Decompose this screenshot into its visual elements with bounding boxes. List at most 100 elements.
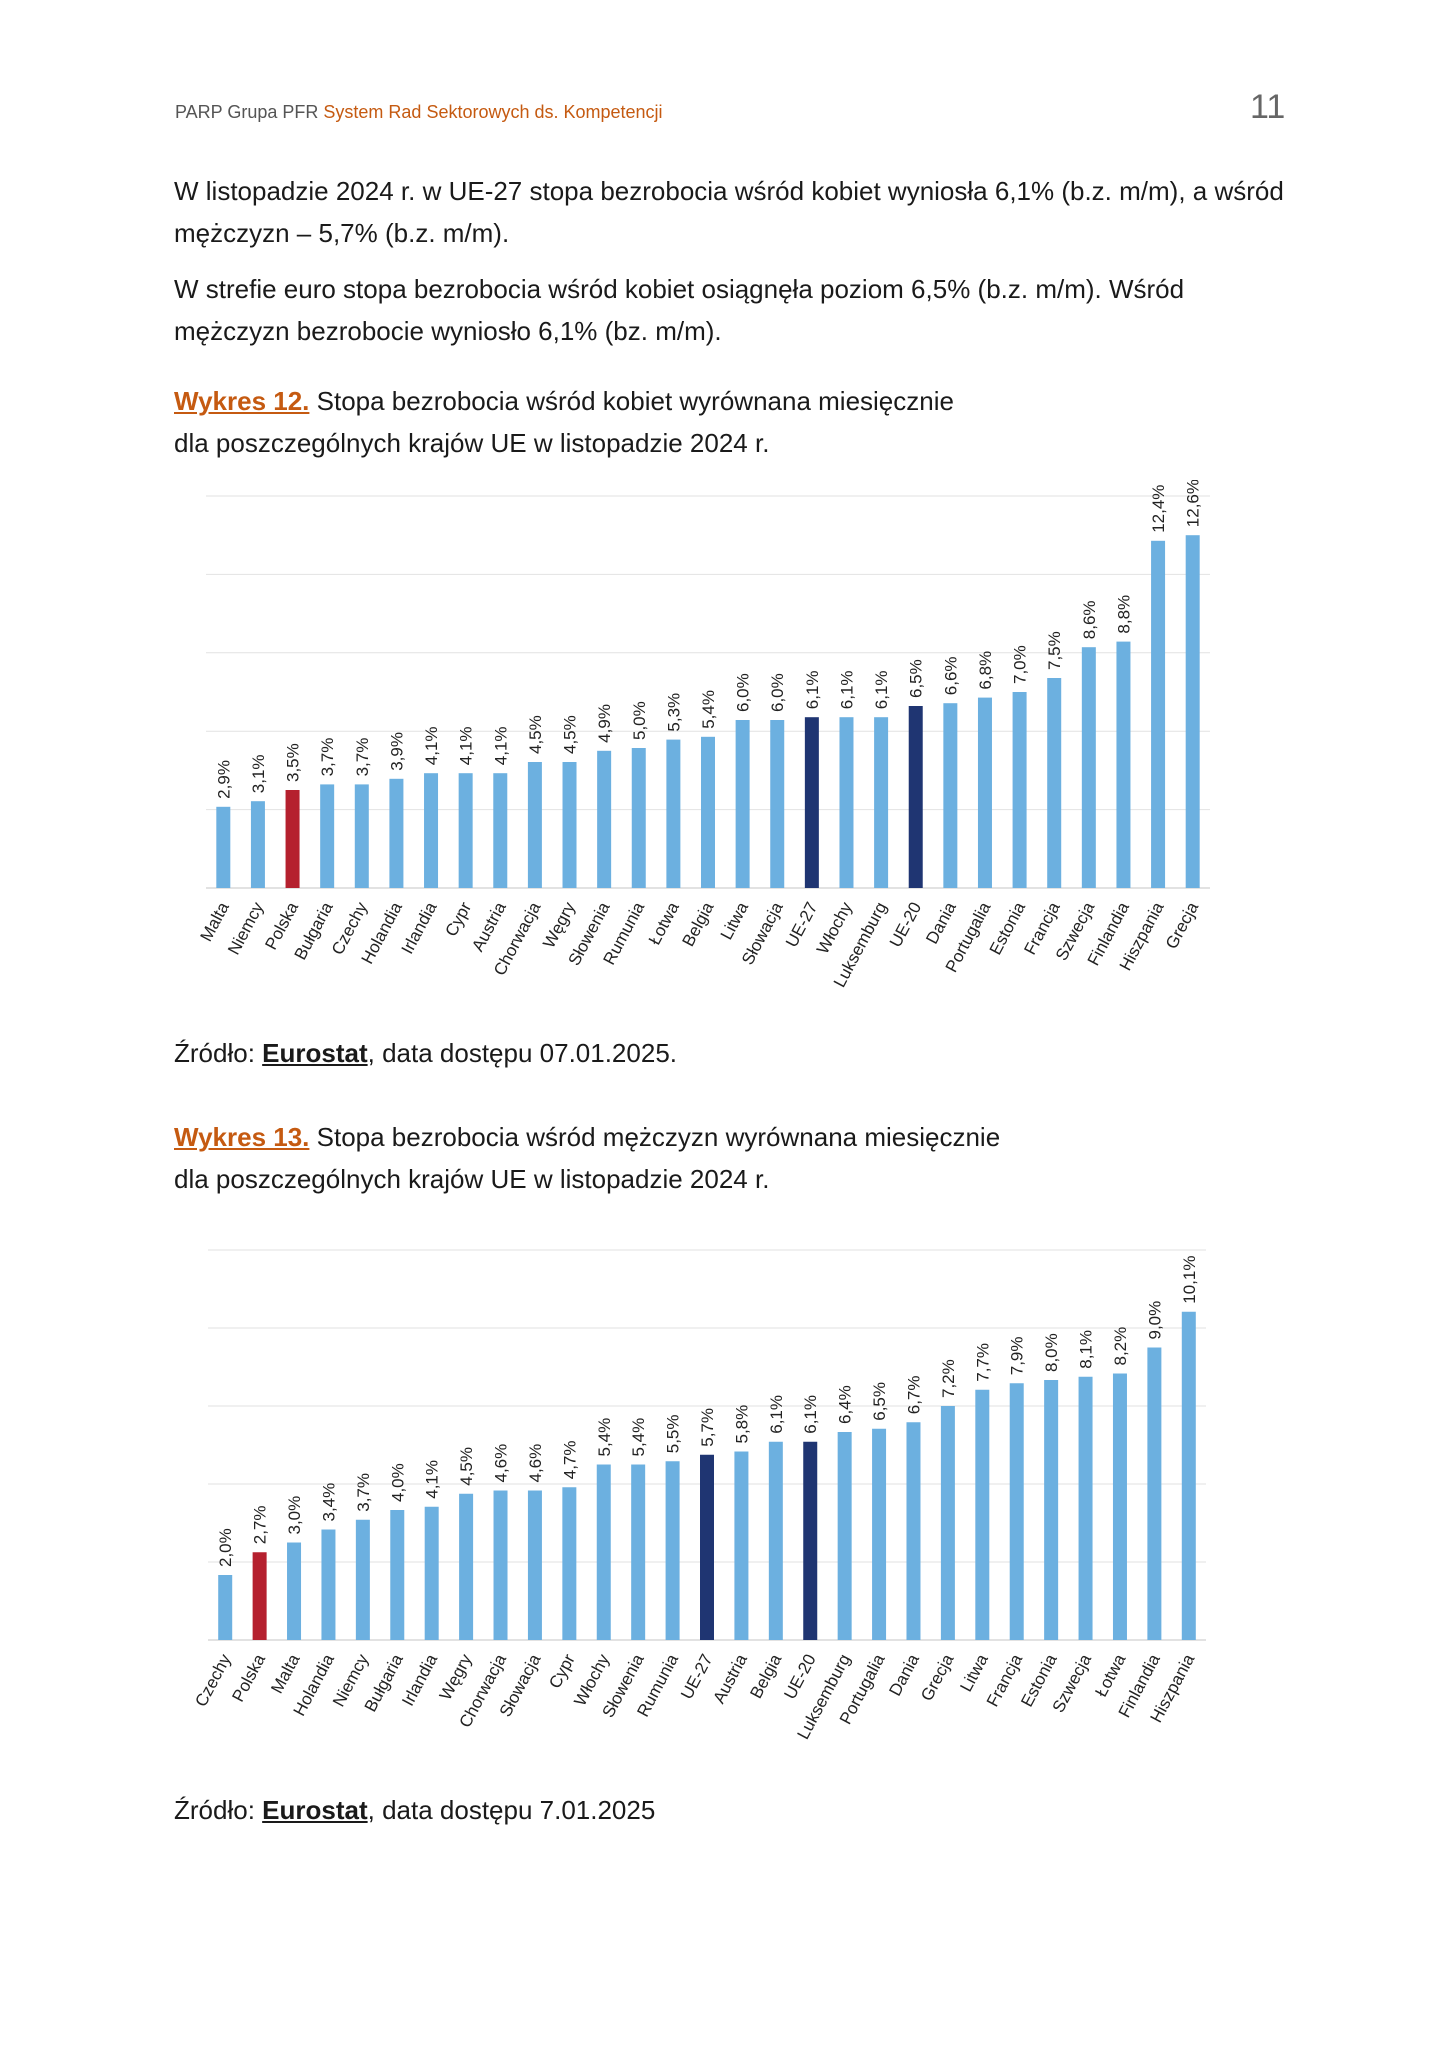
header-org: PARP Grupa PFR [175,102,319,122]
page-number: 11 [1250,88,1286,126]
data-label: 3,7% [318,738,337,777]
data-label: 8,8% [1114,595,1133,634]
data-label: 3,4% [319,1483,338,1522]
bar [287,1542,302,1640]
bar [493,1490,508,1640]
category-tick-label: Malta [267,1650,304,1696]
bar [872,1428,887,1640]
data-label: 3,7% [353,738,372,777]
data-label: 8,2% [1111,1327,1130,1366]
bar [562,762,577,888]
source-link-eurostat[interactable]: Eurostat [262,1038,368,1068]
data-label: 8,0% [1042,1333,1061,1372]
data-label: 4,7% [560,1441,579,1480]
bar [1012,692,1027,888]
data-label: 4,6% [492,1444,511,1483]
paragraph-women-men-eu27: W listopadzie 2024 r. w UE-27 stopa bezr… [174,176,1284,248]
bar [700,1454,714,1640]
data-label: 4,5% [526,715,545,754]
bar [1151,540,1166,888]
category-tick-label: Cypr [545,1651,579,1692]
bar [390,1510,405,1640]
category-tick-label: Malta [197,898,234,944]
category-tick-label: Litwa [956,1650,992,1694]
bar [1009,1383,1024,1640]
bar [459,1493,474,1640]
data-label: 7,7% [973,1343,992,1382]
data-label: 7,9% [1008,1337,1027,1376]
data-label: 6,7% [904,1376,923,1415]
source-link-eurostat[interactable]: Eurostat [262,1795,368,1825]
data-label: 3,1% [249,754,268,793]
data-label: 6,1% [837,670,856,709]
category-tick-label: Dania [922,898,960,947]
category-tick-label: Grecja [917,1650,958,1704]
data-label: 6,5% [870,1382,889,1421]
data-label: 6,8% [976,651,995,690]
bar [1112,1373,1127,1640]
bar [527,1490,542,1640]
bar [837,1432,852,1640]
bar [216,806,231,888]
source-prefix: Źródło: [174,1795,263,1825]
data-label: 4,0% [388,1463,407,1502]
bar [493,773,508,888]
bar [977,697,992,888]
data-label: 3,7% [354,1473,373,1512]
data-label: 3,9% [387,732,406,771]
data-label: 6,1% [803,670,822,709]
bar [734,1451,749,1640]
data-label: 8,1% [1077,1330,1096,1369]
bar [389,778,404,888]
figure13-title-line2: dla poszczególnych krajów UE w listopadz… [174,1164,770,1194]
category-tick-label: Grecja [1162,898,1203,952]
category-tick-label: Belgia [679,898,718,949]
data-label: 8,6% [1080,600,1099,639]
bar [527,762,542,888]
data-label: 5,3% [664,693,683,732]
figure12-label[interactable]: Wykres 12. [174,386,310,416]
header-series: System Rad Sektorowych ds. Kompetencji [323,102,663,122]
bar [424,1506,439,1640]
bar [1047,678,1062,888]
bar [218,1575,233,1640]
data-label: 4,1% [423,1460,442,1499]
data-label: 2,0% [216,1528,235,1567]
category-tick-label: Polska [228,1650,269,1704]
bar [250,801,265,888]
paragraph-euro-area: W strefie euro stopa bezrobocia wśród ko… [174,274,1185,346]
bar [1116,641,1131,888]
data-label: 10,1% [1180,1256,1199,1304]
bar [803,1441,818,1640]
bar [908,706,923,888]
page-header: PARP Grupa PFR System Rad Sektorowych ds… [175,102,663,123]
data-label: 5,7% [698,1408,717,1447]
data-label: 7,2% [939,1359,958,1398]
data-label: 6,0% [734,673,753,712]
bar [458,773,473,888]
data-label: 2,9% [214,760,233,799]
data-label: 9,0% [1145,1301,1164,1340]
bar [252,1552,267,1640]
figure12-title-line2: dla poszczególnych krajów UE w listopadz… [174,428,770,458]
bar [320,784,335,888]
bar [1081,647,1096,888]
data-label: 4,1% [422,726,441,765]
figure13-label[interactable]: Wykres 13. [174,1122,310,1152]
bar [906,1422,921,1640]
bar [1147,1347,1162,1640]
data-label: 6,6% [941,656,960,695]
figure12-source: Źródło: Eurostat, data dostępu 07.01.202… [174,1038,677,1069]
category-tick-label: UE-20 [886,899,925,950]
category-tick-label: Cypr [442,899,476,940]
chart-women-unemployment: 2,9%Malta3,1%Niemcy3,5%Polska3,7%Bułgari… [197,480,1210,990]
data-label: 6,0% [768,673,787,712]
data-label: 4,5% [561,715,580,754]
figure12-caption: Wykres 12. Stopa bezrobocia wśród kobiet… [174,380,1284,464]
figure12-title-line1: Stopa bezrobocia wśród kobiet wyrównana … [309,386,954,416]
bar [975,1389,990,1640]
data-label: 7,5% [1045,631,1064,670]
bar [285,790,300,888]
data-label: 4,9% [595,704,614,743]
figure13-source: Źródło: Eurostat, data dostępu 7.01.2025 [174,1795,655,1826]
